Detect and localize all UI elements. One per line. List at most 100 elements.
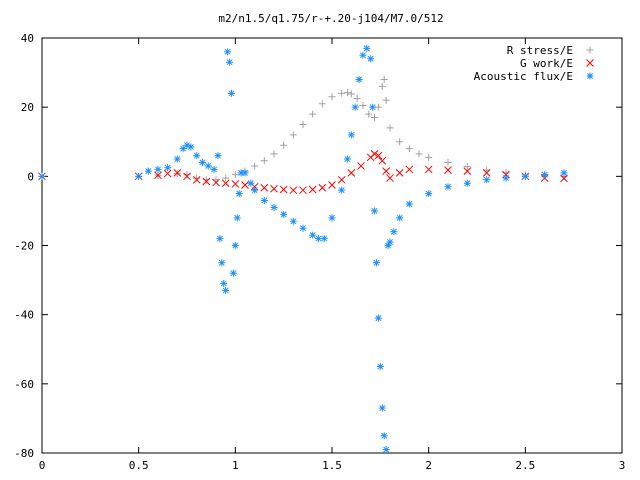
data-point — [204, 162, 212, 170]
data-point — [343, 89, 351, 97]
y-tick-label: -80 — [14, 447, 34, 460]
data-point — [371, 114, 379, 122]
data-point — [280, 210, 288, 218]
data-point — [318, 183, 327, 192]
y-tick-label: 20 — [21, 101, 34, 114]
x-tick-label: 1 — [232, 459, 239, 472]
data-point — [328, 181, 336, 189]
data-point — [299, 224, 307, 232]
data-point — [144, 167, 152, 175]
data-point — [347, 131, 355, 139]
y-tick-label: -60 — [14, 378, 34, 391]
x-tick-label: 2.5 — [515, 459, 535, 472]
data-point — [299, 120, 307, 128]
series-g-work-e — [38, 150, 568, 195]
data-point — [463, 163, 471, 171]
x-axis: 0 0.5 1 1.5 2 2.5 3 — [39, 38, 625, 472]
data-point — [369, 103, 377, 111]
data-point — [222, 286, 230, 294]
data-point — [586, 72, 594, 80]
data-point — [386, 238, 394, 246]
data-point — [396, 138, 404, 146]
data-point — [347, 169, 356, 177]
data-point — [376, 363, 384, 371]
data-point — [378, 156, 387, 165]
data-point — [372, 259, 380, 267]
legend-item: G work/E — [520, 57, 594, 70]
data-point — [164, 164, 172, 172]
plot-area — [38, 44, 568, 454]
data-point — [260, 197, 268, 205]
y-tick-label: -20 — [14, 240, 34, 253]
data-point — [541, 171, 549, 179]
data-point — [231, 242, 239, 249]
series-r-stress-e — [38, 76, 568, 184]
data-point — [521, 172, 529, 180]
data-point — [222, 174, 230, 182]
data-point — [365, 110, 373, 118]
data-point — [320, 235, 328, 243]
data-point — [328, 93, 336, 101]
data-point — [218, 259, 226, 267]
data-point — [187, 143, 195, 151]
legend-item: Acoustic flux/E — [474, 70, 594, 83]
data-point — [241, 169, 249, 177]
data-point — [390, 228, 398, 236]
data-point — [173, 155, 181, 163]
data-point — [183, 171, 191, 179]
legend-label: R stress/E — [507, 44, 573, 57]
data-point — [586, 59, 594, 67]
data-point — [337, 175, 346, 184]
data-point — [463, 179, 471, 187]
data-point — [380, 76, 388, 83]
x-tick-label: 0.5 — [129, 459, 149, 472]
data-point — [351, 103, 359, 111]
x-tick-label: 1.5 — [322, 459, 342, 472]
data-point — [280, 141, 288, 149]
data-point — [353, 95, 361, 103]
data-point — [214, 152, 222, 160]
data-point — [237, 169, 245, 177]
data-point — [359, 101, 367, 109]
data-point — [482, 169, 491, 177]
data-point — [233, 214, 241, 222]
data-point — [198, 159, 206, 166]
data-point — [347, 90, 355, 98]
data-point — [270, 203, 278, 211]
data-point — [221, 179, 230, 188]
legend-label: G work/E — [520, 57, 573, 70]
data-point — [386, 174, 394, 182]
data-point — [154, 165, 162, 173]
data-point — [314, 235, 322, 243]
data-point — [227, 89, 235, 97]
data-point — [405, 200, 413, 208]
data-point — [216, 235, 224, 243]
legend-label: Acoustic flux/E — [474, 70, 573, 83]
data-point — [224, 48, 232, 56]
data-point — [371, 207, 379, 215]
data-point — [192, 175, 201, 184]
data-point — [370, 150, 379, 158]
data-point — [183, 141, 191, 149]
data-point — [289, 217, 297, 225]
data-point — [270, 150, 278, 158]
data-point — [378, 82, 386, 90]
series-acoustic-flux-e — [38, 44, 568, 454]
data-point — [463, 167, 472, 175]
data-point — [193, 152, 201, 160]
data-point — [179, 145, 187, 153]
data-point — [378, 404, 386, 412]
data-point — [405, 145, 413, 153]
data-point — [425, 190, 433, 198]
data-point — [193, 174, 201, 182]
data-point — [359, 51, 367, 59]
data-point — [241, 181, 249, 189]
data-point — [338, 89, 346, 97]
data-point — [251, 162, 259, 170]
data-point — [154, 171, 162, 180]
data-point — [382, 167, 390, 175]
data-point — [251, 186, 259, 194]
data-point — [173, 169, 182, 177]
data-point — [382, 96, 390, 104]
